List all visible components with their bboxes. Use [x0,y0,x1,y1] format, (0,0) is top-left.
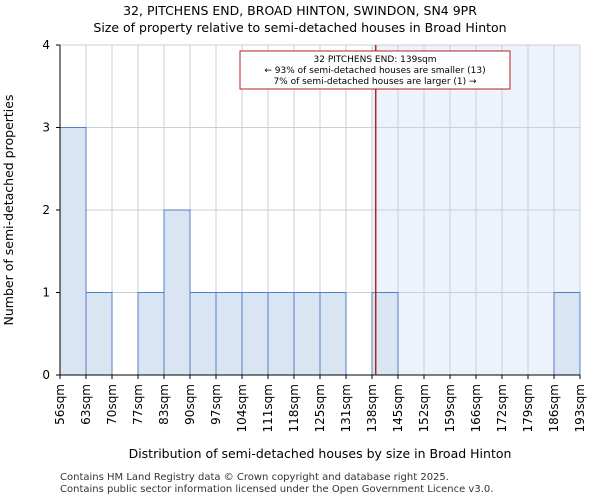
x-axis-title: Distribution of semi-detached houses by … [129,446,512,461]
annotation-line: ← 93% of semi-detached houses are smalle… [264,66,485,76]
bar [267,292,295,376]
y-tick-label: 3 [42,121,50,135]
x-tick-label: 145sqm [391,384,405,432]
x-tick-label: 90sqm [183,384,197,425]
bar [241,292,269,376]
annotation-line: 32 PITCHENS END: 139sqm [314,55,437,65]
y-tick-label: 1 [42,286,50,300]
x-tick-label: 83sqm [157,384,171,425]
x-tick-label: 125sqm [313,384,327,432]
y-tick-label: 0 [42,368,50,382]
x-tick-label: 111sqm [261,384,275,432]
x-tick-label: 63sqm [79,384,93,425]
x-tick-label: 118sqm [287,384,301,432]
chart-title: 32, PITCHENS END, BROAD HINTON, SWINDON,… [123,3,477,18]
chart-subtitle: Size of property relative to semi-detach… [93,20,507,35]
bar [59,127,87,376]
x-tick-label: 97sqm [209,384,223,425]
y-axis-title: Number of semi-detached properties [1,95,16,326]
x-tick-label: 131sqm [339,384,353,432]
footer-copyright: Contains HM Land Registry data © Crown c… [60,472,449,483]
bar [293,292,321,376]
bar [137,292,165,376]
x-tick-label: 152sqm [417,384,431,432]
x-tick-label: 77sqm [131,384,145,425]
x-tick-label: 179sqm [521,384,535,432]
x-tick-label: 172sqm [495,384,509,432]
x-tick-label: 56sqm [53,384,67,425]
x-tick-label: 70sqm [105,384,119,425]
x-tick-label: 166sqm [469,384,483,432]
bar [85,292,113,376]
x-tick-label: 138sqm [365,384,379,432]
annotation-line: 7% of semi-detached houses are larger (1… [273,77,477,87]
y-tick-label: 2 [42,203,50,217]
bar [215,292,243,376]
x-tick-label: 186sqm [547,384,561,432]
bar [319,292,347,376]
bar [189,292,217,376]
x-tick-label: 193sqm [573,384,587,432]
y-tick-label: 4 [42,38,50,52]
bar [163,209,191,376]
x-tick-label: 159sqm [443,384,457,432]
annotation-box [239,50,511,90]
footer-licence: Contains public sector information licen… [60,484,494,495]
bar [553,292,581,376]
x-tick-label: 104sqm [235,384,249,432]
